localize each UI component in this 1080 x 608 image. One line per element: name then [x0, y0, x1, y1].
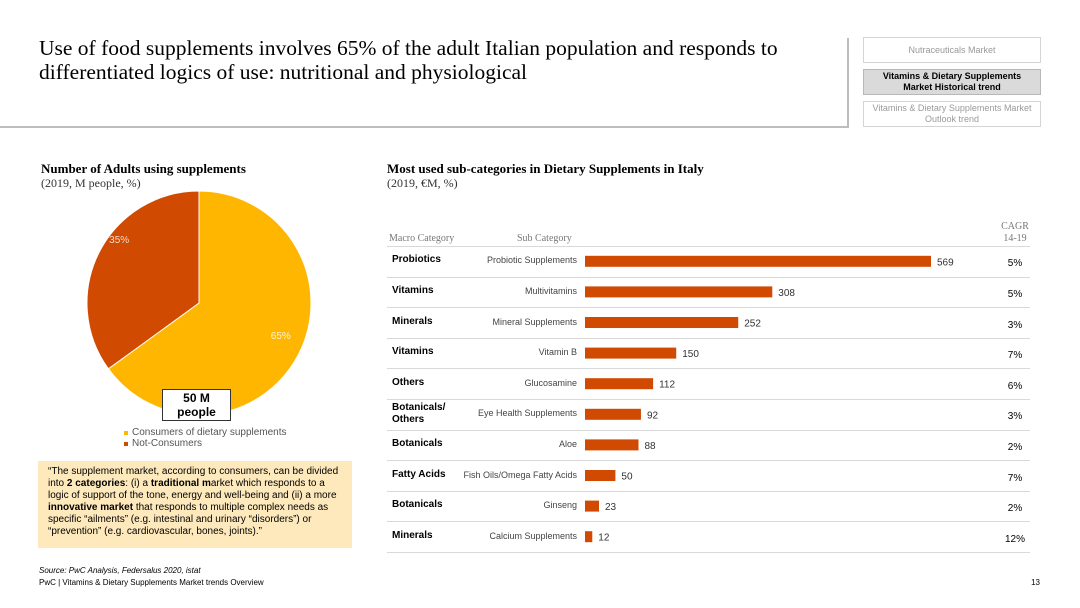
header-macro-category: Macro Category [389, 233, 455, 244]
macro-category-label: Vitamins [392, 284, 434, 296]
row-divider [387, 429, 1030, 431]
cagr-value: 5% [1007, 288, 1023, 300]
sub-category-label: Fish Oils/Omega Fatty Acids [463, 469, 577, 480]
page-title: Use of food supplements involves 65% of … [39, 36, 778, 84]
pie-label-non-consumers: 35% [109, 235, 129, 246]
bar [585, 408, 641, 420]
bar-value-label: 92 [647, 410, 659, 421]
title-divider [0, 126, 849, 128]
legend-label-consumers: Consumers of dietary supplements [132, 427, 287, 438]
bar [585, 347, 677, 359]
row-divider [387, 552, 1030, 553]
cagr-value: 5% [1007, 258, 1023, 270]
pie-label-consumers: 65% [271, 331, 291, 342]
source-note: Source: PwC Analysis, Federsalus 2020, i… [39, 566, 201, 575]
row-divider [387, 368, 1030, 370]
bar [585, 531, 593, 543]
sub-category-label: Multivitamins [524, 285, 577, 296]
sub-category-label: Mineral Supplements [492, 316, 577, 327]
bar-value-label: 50 [621, 472, 633, 483]
row-divider [387, 246, 1030, 247]
footer-text: PwC | Vitamins & Dietary Supplements Mar… [39, 578, 264, 587]
sub-category-label: Glucosamine [524, 377, 577, 388]
header-cagr-line2: 14-19 [1003, 233, 1027, 244]
legend-swatch-non-consumers [124, 441, 128, 446]
people-count-label: 50 M people [162, 389, 231, 421]
cagr-value: 7% [1007, 472, 1023, 484]
row-divider [387, 490, 1030, 492]
macro-category-label: Botanicals [392, 499, 443, 511]
macro-category-label: Minerals [392, 315, 433, 327]
pie-chart-subtitle: (2019, M people, %) [41, 176, 141, 190]
macro-category-label: Fatty Acids [392, 468, 446, 480]
cagr-value: 2% [1007, 441, 1023, 453]
pie-legend: Consumers of dietary supplements Not-Con… [124, 427, 287, 449]
cagr-value: 7% [1007, 350, 1023, 362]
macro-category-label: Minerals [392, 529, 433, 541]
header-cagr: CAGR 14-19 [990, 221, 1040, 245]
cagr-value: 6% [1007, 380, 1023, 392]
bar-value-label: 23 [605, 502, 617, 513]
legend-item-consumers: Consumers of dietary supplements [124, 427, 287, 438]
bar-chart-title: Most used sub-categories in Dietary Supp… [387, 161, 704, 176]
bar [585, 255, 931, 267]
bar [585, 286, 773, 298]
row-divider [387, 337, 1030, 339]
bar [585, 317, 739, 328]
pie-slice-consumers [107, 190, 312, 416]
pie-slice-non-consumers [86, 190, 200, 370]
bar [585, 378, 654, 390]
header-cagr-line1: CAGR [1001, 221, 1029, 232]
sub-category-label: Aloe [558, 438, 577, 449]
sub-category-label: Ginseng [543, 500, 577, 511]
nav-historical-trend[interactable]: Vitamins & Dietary Supplements Market Hi… [863, 69, 1041, 95]
page-number: 13 [1031, 578, 1040, 587]
bar [585, 500, 599, 512]
title-divider-vertical [847, 38, 849, 128]
macro-category-label: Vitamins [392, 346, 434, 358]
cagr-value: 3% [1007, 319, 1023, 331]
bar-value-label: 569 [937, 257, 954, 268]
nav-nutraceuticals-market[interactable]: Nutraceuticals Market [863, 37, 1041, 63]
legend-label-non-consumers: Not-Consumers [132, 438, 203, 449]
consumer-quote-box: “The supplement market, according to con… [38, 461, 352, 548]
row-divider [387, 521, 1030, 523]
pie-chart-title: Number of Adults using supplements [41, 161, 246, 176]
bar-value-label: 88 [645, 441, 657, 452]
macro-category-label: Probiotics [392, 254, 441, 266]
bar-value-label: 12 [598, 533, 610, 544]
row-divider [387, 460, 1030, 462]
macro-category-label: Botanicals [392, 437, 443, 449]
bar-chart-subtitle: (2019, €M, %) [387, 176, 458, 190]
legend-item-non-consumers: Not-Consumers [124, 438, 287, 449]
row-divider [387, 399, 1030, 400]
bar-value-label: 112 [659, 380, 675, 391]
cagr-value: 12% [1004, 533, 1025, 545]
sub-category-label: Vitamin B [538, 347, 577, 358]
bar [585, 439, 639, 451]
macro-category-label: Botanicals/ Others [392, 402, 446, 426]
row-divider [387, 307, 1030, 309]
sub-category-label: Probiotic Supplements [486, 255, 577, 266]
bar-value-label: 150 [682, 349, 699, 360]
macro-category-label: Others [392, 376, 425, 388]
bar-value-label: 252 [744, 319, 761, 330]
sub-category-label: Eye Health Supplements [477, 408, 577, 419]
cagr-value: 3% [1007, 411, 1023, 423]
pie-chart: 65% 35% [86, 190, 312, 416]
row-divider [387, 276, 1030, 278]
nav-outlook-trend[interactable]: Vitamins & Dietary Supplements Market Ou… [863, 101, 1041, 127]
bar-value-label: 308 [778, 288, 795, 299]
sub-category-label: Calcium Supplements [489, 530, 577, 541]
cagr-value: 2% [1007, 503, 1023, 515]
header-sub-category: Sub Category [517, 233, 572, 244]
bar [585, 470, 616, 481]
legend-swatch-consumers [124, 430, 128, 435]
